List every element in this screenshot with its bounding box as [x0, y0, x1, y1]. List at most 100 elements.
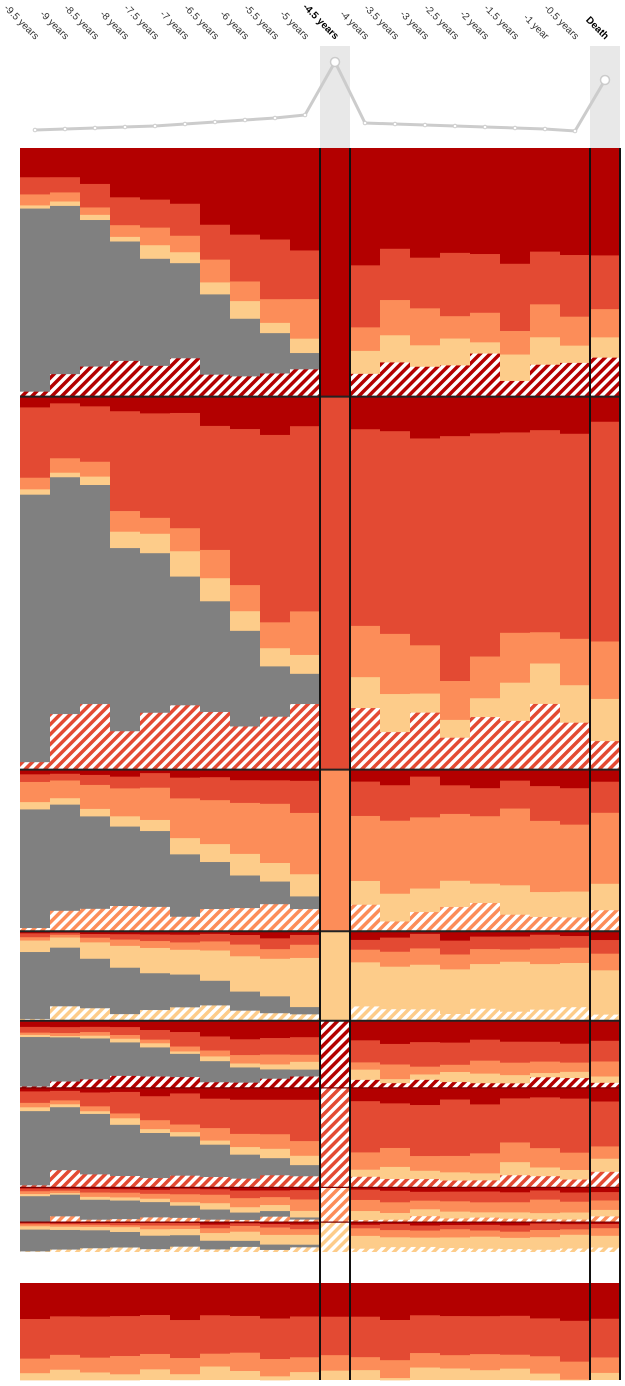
total-cell — [20, 1358, 50, 1374]
state-cell — [20, 1188, 50, 1192]
state-cell — [470, 1153, 500, 1174]
state-cell — [200, 259, 230, 283]
state-cell — [230, 1020, 260, 1040]
selected-column-cell[interactable] — [320, 931, 350, 1021]
state-cell — [500, 931, 530, 937]
selected-column-cell[interactable] — [320, 148, 350, 397]
state-cell — [470, 949, 500, 965]
trend-point[interactable] — [329, 56, 341, 68]
state-cell — [500, 1222, 530, 1226]
trend-point[interactable] — [572, 128, 578, 134]
state-cell — [110, 236, 140, 242]
hatched-cell — [80, 366, 110, 397]
state-cell — [410, 396, 440, 439]
state-cell — [380, 633, 410, 695]
trend-point[interactable] — [362, 120, 368, 126]
hatched-cell — [20, 1185, 50, 1188]
state-cell — [50, 798, 80, 806]
state-cell — [410, 1209, 440, 1217]
state-cell — [560, 1201, 590, 1213]
selected-column-cell[interactable] — [320, 1222, 350, 1252]
hatched-cell — [200, 1176, 230, 1188]
state-cell — [290, 934, 320, 946]
unknown-cell — [290, 673, 320, 705]
selected-column-cell[interactable] — [320, 396, 350, 770]
state-cell — [410, 1200, 440, 1210]
trend-point[interactable] — [422, 122, 428, 128]
state-cell — [290, 874, 320, 897]
hatched-cell — [590, 910, 620, 932]
state-cell — [110, 531, 140, 549]
unknown-cell — [170, 1235, 200, 1248]
x-tick-label[interactable]: -1 year — [521, 12, 551, 42]
state-cell — [140, 934, 170, 942]
total-cell — [530, 1318, 560, 1357]
total-cell — [350, 1316, 380, 1358]
total-cell — [500, 1283, 530, 1317]
trend-point[interactable] — [482, 124, 488, 130]
trend-point[interactable] — [212, 119, 218, 125]
state-cell — [350, 880, 380, 906]
state-cell — [380, 966, 410, 1010]
hatched-cell — [260, 373, 290, 397]
state-cell — [260, 148, 290, 240]
hatched-cell — [410, 1216, 440, 1223]
state-cell — [500, 885, 530, 916]
trend-point[interactable] — [272, 115, 278, 121]
state-cell — [50, 1033, 80, 1037]
state-cell — [230, 281, 260, 302]
state-cell — [140, 787, 170, 821]
hatched-cell — [500, 1175, 530, 1188]
state-cell — [560, 1229, 590, 1236]
trend-point[interactable] — [452, 123, 458, 129]
trend-point[interactable] — [512, 125, 518, 131]
selected-column-cell[interactable] — [320, 769, 350, 932]
total-cell — [20, 1283, 50, 1320]
trend-point[interactable] — [182, 121, 188, 127]
hatched-cell — [110, 1075, 140, 1088]
selected-column-cell[interactable] — [320, 1087, 350, 1188]
state-cell — [290, 1187, 320, 1191]
unknown-cell — [290, 1217, 320, 1221]
trend-point[interactable] — [242, 117, 248, 123]
unknown-cell — [20, 208, 50, 393]
total-cell — [260, 1359, 290, 1377]
state-cell — [350, 1235, 380, 1250]
state-cell — [590, 255, 620, 310]
x-tick-label[interactable]: -9.5 years — [1, 3, 40, 42]
hatched-cell — [80, 1079, 110, 1088]
total-cell — [200, 1374, 230, 1380]
trend-point[interactable] — [542, 126, 548, 132]
trend-point[interactable] — [599, 74, 611, 86]
trend-point[interactable] — [92, 125, 98, 131]
selected-column-cell[interactable] — [320, 1187, 350, 1223]
state-cell — [260, 622, 290, 649]
x-tick-label[interactable]: Death — [583, 15, 610, 42]
total-cell — [170, 1283, 200, 1321]
unknown-cell — [20, 1196, 50, 1222]
state-cell — [200, 1087, 230, 1100]
hatched-cell — [410, 1246, 440, 1252]
trend-point[interactable] — [62, 126, 68, 132]
trend-point[interactable] — [122, 124, 128, 130]
selected-column-cell[interactable] — [320, 1020, 350, 1088]
total-cell — [290, 1372, 320, 1379]
state-cell — [20, 177, 50, 195]
trend-point[interactable] — [152, 123, 158, 129]
state-cell — [470, 656, 500, 699]
state-cell — [170, 769, 200, 779]
state-cell — [410, 1170, 440, 1180]
state-cell — [260, 239, 290, 300]
trend-point[interactable] — [392, 121, 398, 127]
state-cell — [80, 1026, 110, 1033]
unknown-cell — [170, 1136, 200, 1177]
hatched-cell — [140, 1249, 170, 1252]
state-cell — [260, 1087, 290, 1101]
state-cell — [230, 429, 260, 586]
x-axis-ticks[interactable]: -9.5 years-9 years-8.5 years-8 years-7.5… — [1, 2, 610, 43]
unknown-cell — [50, 1037, 80, 1082]
trend-point[interactable] — [32, 127, 38, 133]
trend-point[interactable] — [302, 112, 308, 118]
state-cell — [170, 838, 200, 855]
hatched-cell — [530, 1077, 560, 1088]
